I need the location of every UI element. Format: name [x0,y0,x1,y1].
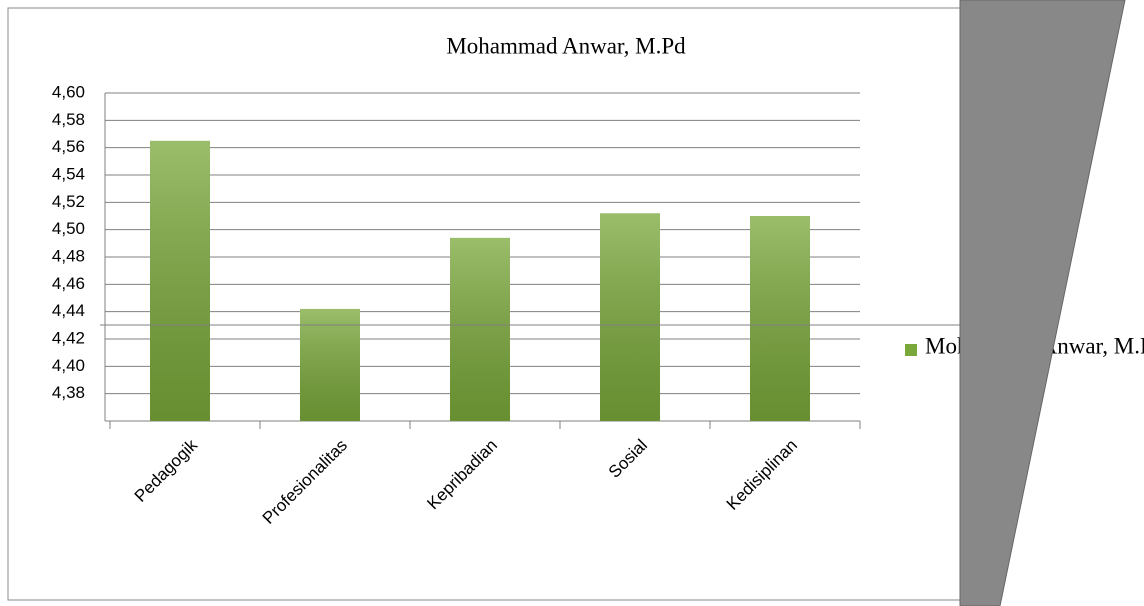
y-tick-label: 4,40 [52,356,85,375]
y-tick-label: 4,38 [52,383,85,402]
bar-shade [600,213,660,421]
y-tick-label: 4,46 [52,274,85,293]
bar-shade [450,237,510,421]
legend-marker [905,344,917,356]
y-tick-label: 4,52 [52,192,85,211]
bar-shade [300,308,360,421]
chart-title: Mohammad Anwar, M.Pd [446,33,686,58]
y-tick-label: 4,48 [52,246,85,265]
y-tick-label: 4,44 [52,301,85,320]
overlay-shape [959,0,1126,606]
y-tick-label: 4,58 [52,110,85,129]
y-tick-label: 4,56 [52,137,85,156]
y-tick-label: 4,54 [52,164,85,183]
bar-shade [750,216,810,421]
y-tick-label: 4,50 [52,219,85,238]
bar-shade [150,140,210,422]
y-tick-label: 4,42 [52,328,85,347]
y-tick-label: 4,60 [52,82,85,101]
